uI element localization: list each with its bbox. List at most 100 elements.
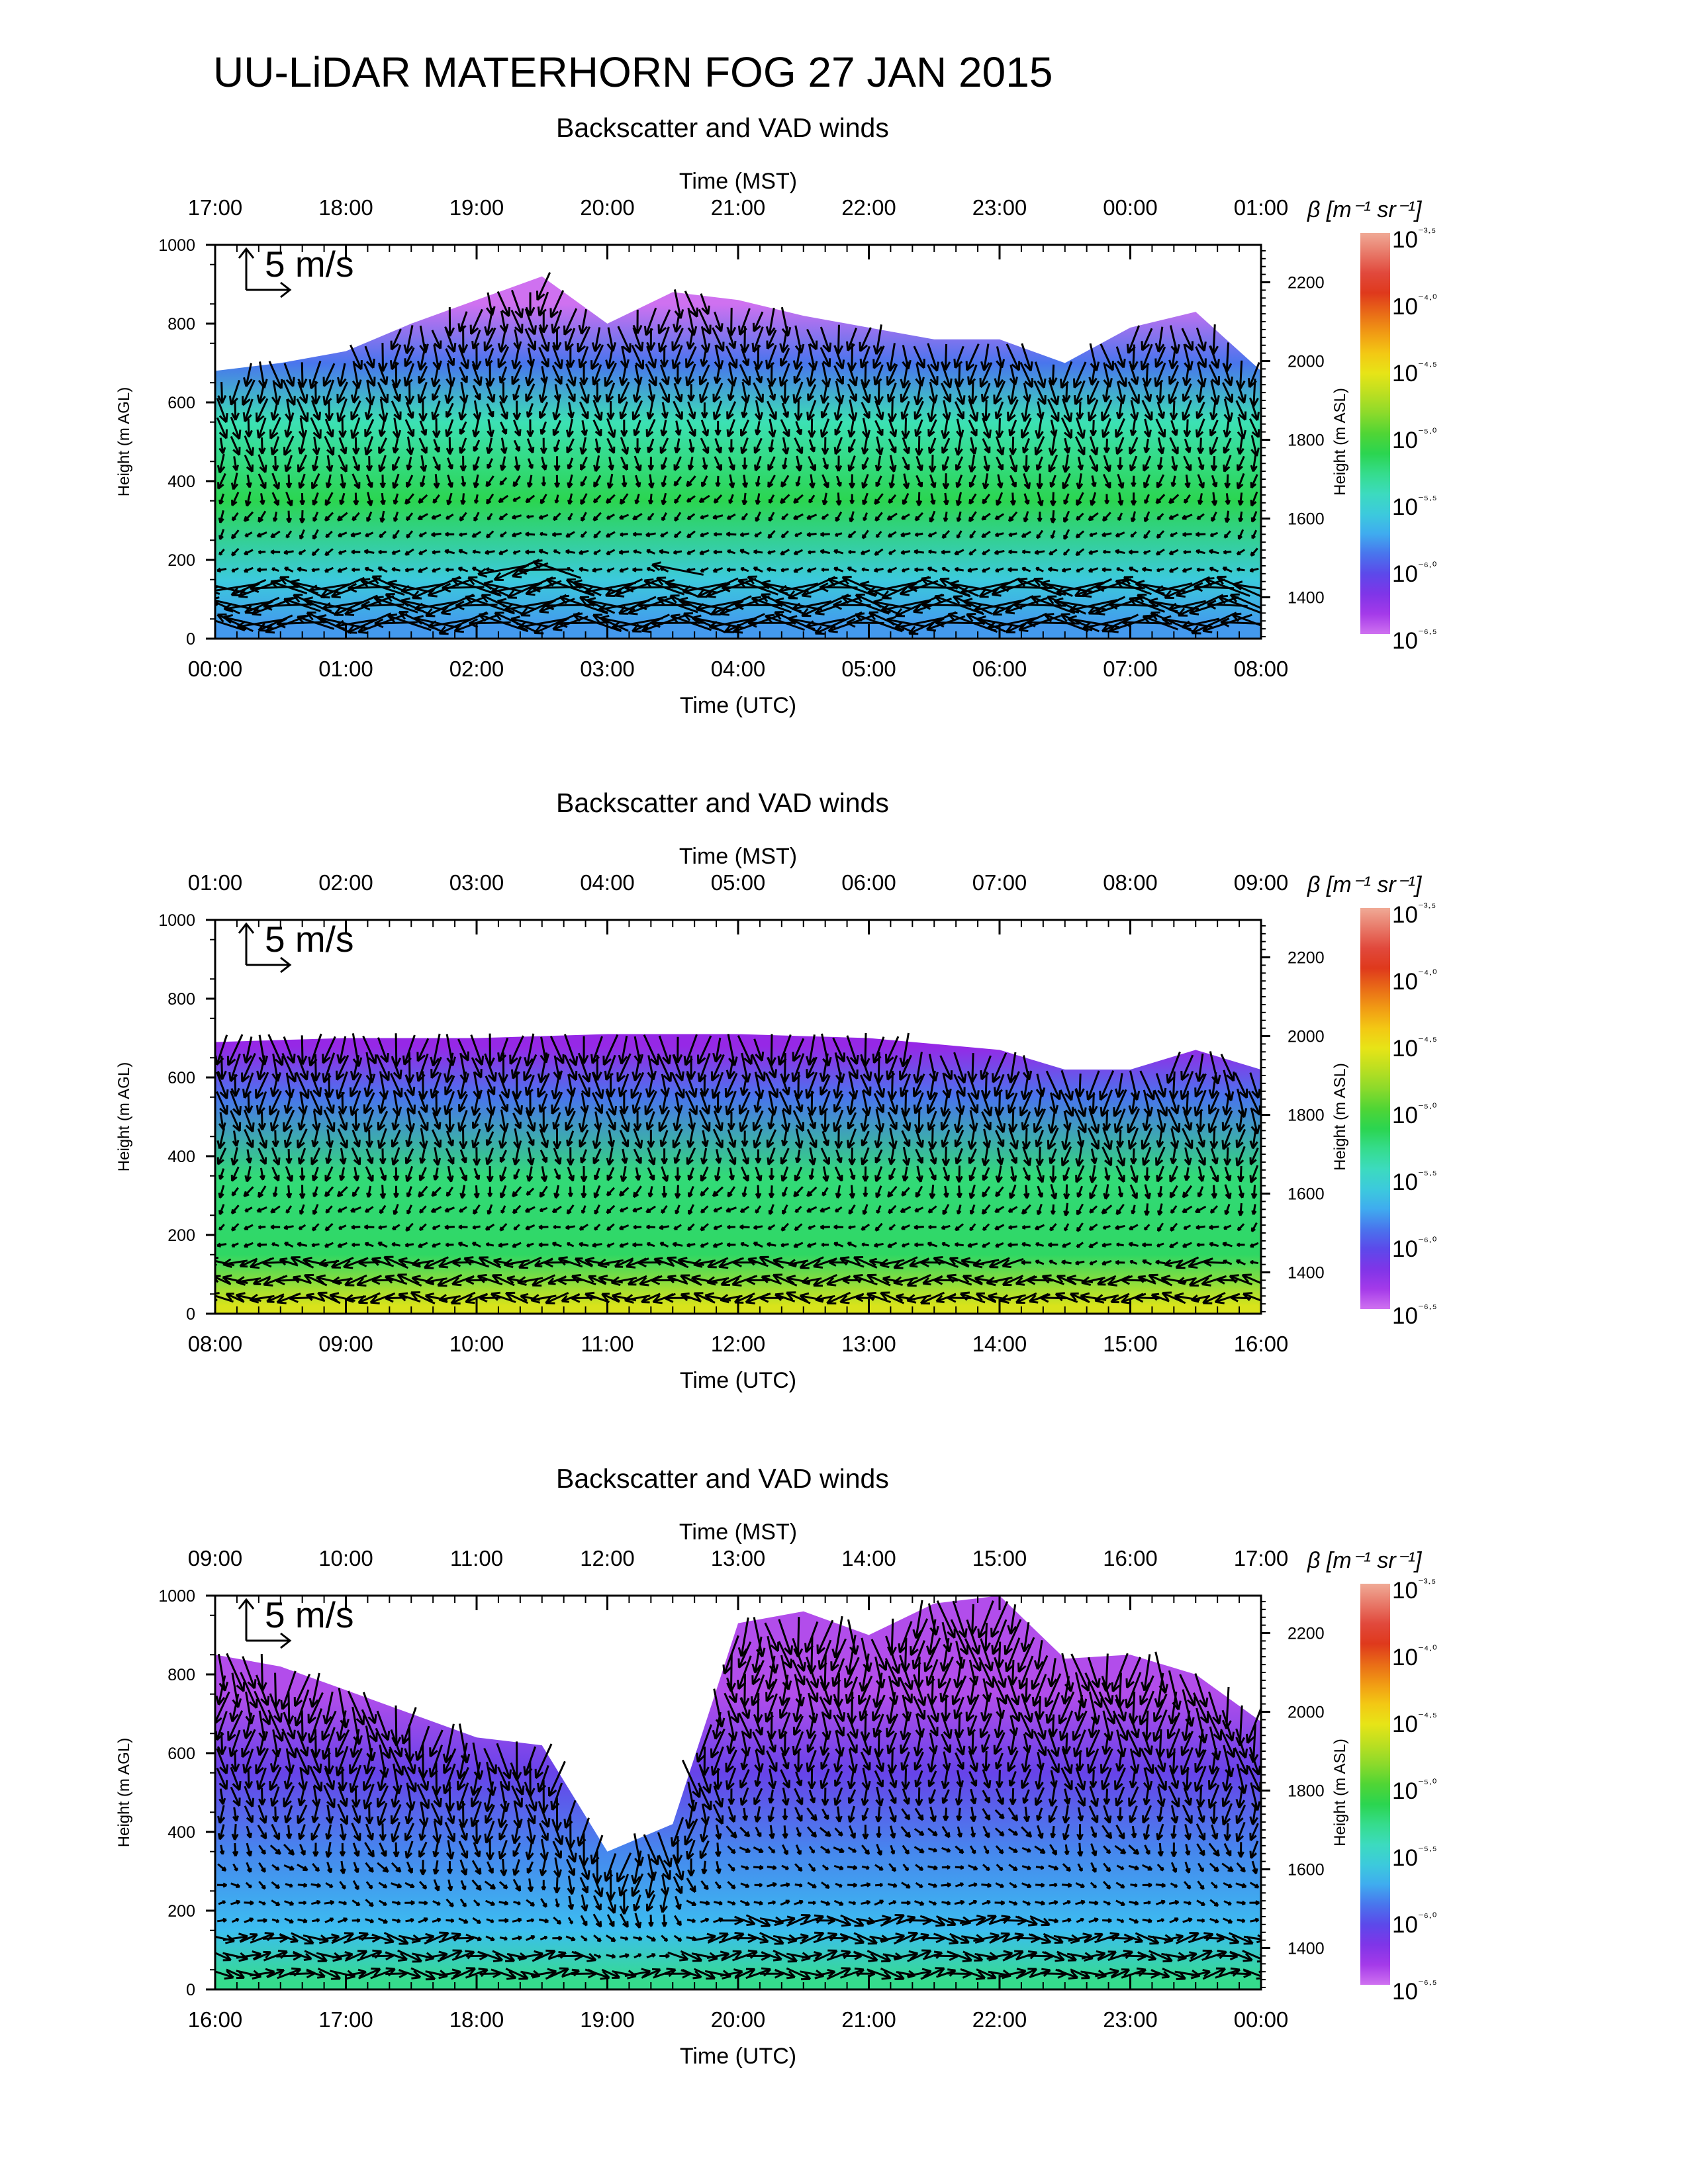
wind-arrow xyxy=(962,1275,983,1286)
wind-arrow-head xyxy=(284,465,292,473)
wind-arrow xyxy=(864,1032,867,1067)
wind-arrow-head xyxy=(1036,412,1045,420)
wind-arrow xyxy=(795,421,802,435)
x-tick-label: 08:00 xyxy=(1234,657,1289,681)
wind-arrow-head xyxy=(1100,1107,1109,1117)
wind-arrow xyxy=(498,1094,508,1113)
wind-arrow-head xyxy=(1009,465,1018,473)
wind-arrow xyxy=(942,456,950,471)
wind-arrow-head xyxy=(1142,377,1152,387)
wind-arrow-head xyxy=(1095,582,1105,592)
wind-arrow-head xyxy=(1008,1208,1013,1213)
wind-arrow xyxy=(1235,400,1246,421)
wind-arrow-head xyxy=(835,517,841,522)
wind-arrow-head xyxy=(661,1158,669,1165)
wind-arrow xyxy=(1038,1146,1041,1166)
wind-arrow-head xyxy=(780,1122,791,1133)
wind-arrow-head xyxy=(597,1258,608,1269)
wind-arrow xyxy=(538,291,549,316)
wind-arrow-head xyxy=(661,412,669,419)
wind-arrow-head xyxy=(1154,584,1165,595)
wind-arrow-head xyxy=(661,517,666,522)
wind-arrow xyxy=(620,456,628,471)
wind-arrow xyxy=(1116,381,1124,404)
wind-arrow-head xyxy=(862,394,871,404)
wind-arrow-head xyxy=(1196,567,1200,572)
wind-arrow xyxy=(352,1129,360,1148)
wind-arrow-head xyxy=(446,1056,457,1067)
wind-arrow xyxy=(920,1261,945,1264)
wind-arrow-head xyxy=(927,1242,932,1247)
wind-arrow xyxy=(216,1091,228,1115)
wind-arrow-head xyxy=(579,567,583,572)
wind-arrow xyxy=(901,1130,911,1147)
wind-arrow-head xyxy=(904,464,910,471)
wind-arrow-head xyxy=(571,1274,582,1284)
wind-arrow xyxy=(778,1034,792,1066)
wind-arrow-head xyxy=(324,551,330,557)
wind-arrow-head xyxy=(389,360,399,371)
wind-arrow-head xyxy=(606,551,611,555)
wind-arrow xyxy=(1064,437,1070,454)
wind-arrow-head xyxy=(485,358,493,367)
wind-arrow xyxy=(1033,380,1047,405)
wind-arrow xyxy=(770,1034,773,1066)
wind-arrow-head xyxy=(835,359,845,370)
wind-arrow-head xyxy=(820,549,825,555)
wind-arrow xyxy=(1074,436,1086,455)
wind-arrow-head xyxy=(231,499,238,506)
wind-arrow-head xyxy=(1029,1295,1039,1304)
wind-arrow-head xyxy=(541,1157,548,1163)
wind-arrow-head xyxy=(1050,429,1058,437)
wind-arrow-head xyxy=(614,588,625,598)
wind-arrow-head xyxy=(850,1174,856,1181)
wind-arrow xyxy=(322,601,363,610)
wind-arrow-head xyxy=(821,567,825,572)
wind-arrow-head xyxy=(592,516,598,522)
wind-arrow-head xyxy=(527,1122,536,1132)
wind-arrow-head xyxy=(740,567,745,572)
wind-arrow-head xyxy=(674,498,679,504)
wind-arrow-head xyxy=(795,1122,805,1132)
wind-arrow-head xyxy=(1074,1088,1085,1098)
wind-arrow-head xyxy=(680,1274,690,1283)
wind-arrow-head xyxy=(1047,567,1053,572)
wind-arrow-head xyxy=(501,428,508,435)
wind-arrow-head xyxy=(1050,1193,1058,1200)
wind-arrow xyxy=(1111,1293,1130,1303)
wind-arrow-head xyxy=(218,499,224,505)
wind-arrow-head xyxy=(525,498,531,504)
wind-arrow-head xyxy=(1196,429,1204,438)
wind-arrow xyxy=(326,1148,332,1164)
wind-arrow-head xyxy=(1007,1073,1017,1084)
wind-arrow xyxy=(554,400,560,420)
wind-arrow-head xyxy=(663,1072,672,1083)
wind-arrow xyxy=(993,381,1006,404)
wind-arrow-head xyxy=(1063,429,1073,439)
wind-arrow-head xyxy=(1107,1277,1117,1287)
wind-arrow-head xyxy=(1066,1274,1077,1285)
wind-arrow-head xyxy=(967,1073,978,1083)
wind-arrow xyxy=(581,420,586,436)
wind-arrow-head xyxy=(232,1140,240,1147)
wind-arrow xyxy=(671,328,684,351)
wind-arrow-head xyxy=(886,1070,896,1081)
wind-arrow-head xyxy=(1169,412,1178,421)
wind-arrow-head xyxy=(259,482,267,490)
wind-arrow-head xyxy=(814,625,825,635)
wind-arrow-head xyxy=(874,516,880,522)
wind-arrow-head xyxy=(955,1226,960,1232)
wind-arrow-head xyxy=(1037,378,1047,388)
wind-arrow-head xyxy=(606,412,615,420)
wind-arrow-head xyxy=(551,1104,560,1115)
wind-arrow xyxy=(633,1128,642,1149)
wind-arrow-head xyxy=(674,1193,681,1199)
wind-arrow-head xyxy=(712,568,718,573)
wind-arrow-head xyxy=(1142,1259,1147,1265)
wind-arrow-head xyxy=(700,514,704,520)
wind-arrow-head xyxy=(819,582,829,592)
wind-arrow-head xyxy=(700,532,704,537)
wind-arrow-head xyxy=(915,1192,921,1199)
wind-arrow-head xyxy=(994,515,1000,521)
wind-arrow-head xyxy=(927,1141,937,1150)
